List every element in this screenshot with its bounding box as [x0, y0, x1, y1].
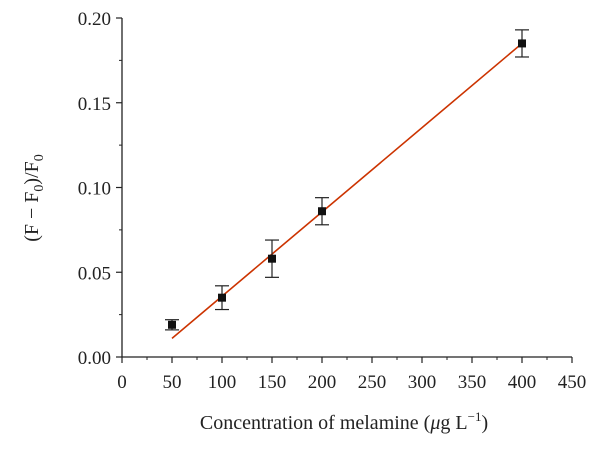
x-tick-label: 100 [208, 372, 237, 393]
x-tick-label: 0 [117, 372, 127, 393]
x-tick-label: 400 [508, 372, 537, 393]
x-axis-ticks: 0 50 100 150 200 250 300 350 400 450 [117, 357, 586, 393]
data-point [318, 207, 326, 216]
x-tick-label: 450 [558, 372, 587, 393]
plot-frame [121, 18, 572, 358]
data-point [268, 254, 276, 263]
x-axis-title: Concentration of melamine (μg L−1) [200, 409, 488, 434]
data-point [168, 320, 176, 329]
y-axis-title: (F − F0)/F0 [21, 154, 47, 242]
y-axis-ticks: 0.00 0.05 0.10 0.15 0.20 [78, 9, 122, 369]
y-tick-label: 0.05 [78, 263, 111, 284]
fit-line [171, 42, 523, 339]
data-point [518, 39, 526, 48]
x-tick-label: 350 [458, 372, 487, 393]
x-tick-label: 200 [308, 372, 337, 393]
x-tick-label: 150 [258, 372, 287, 393]
x-tick-label: 50 [163, 372, 182, 393]
fit-line-group [171, 42, 523, 339]
y-tick-label: 0.00 [78, 348, 111, 369]
x-tick-label: 250 [358, 372, 387, 393]
y-tick-label: 0.10 [78, 179, 111, 200]
x-tick-label: 300 [408, 372, 437, 393]
data-points [165, 29, 529, 331]
data-point [218, 293, 226, 302]
y-tick-label: 0.15 [78, 94, 111, 115]
y-tick-label: 0.20 [78, 9, 111, 30]
